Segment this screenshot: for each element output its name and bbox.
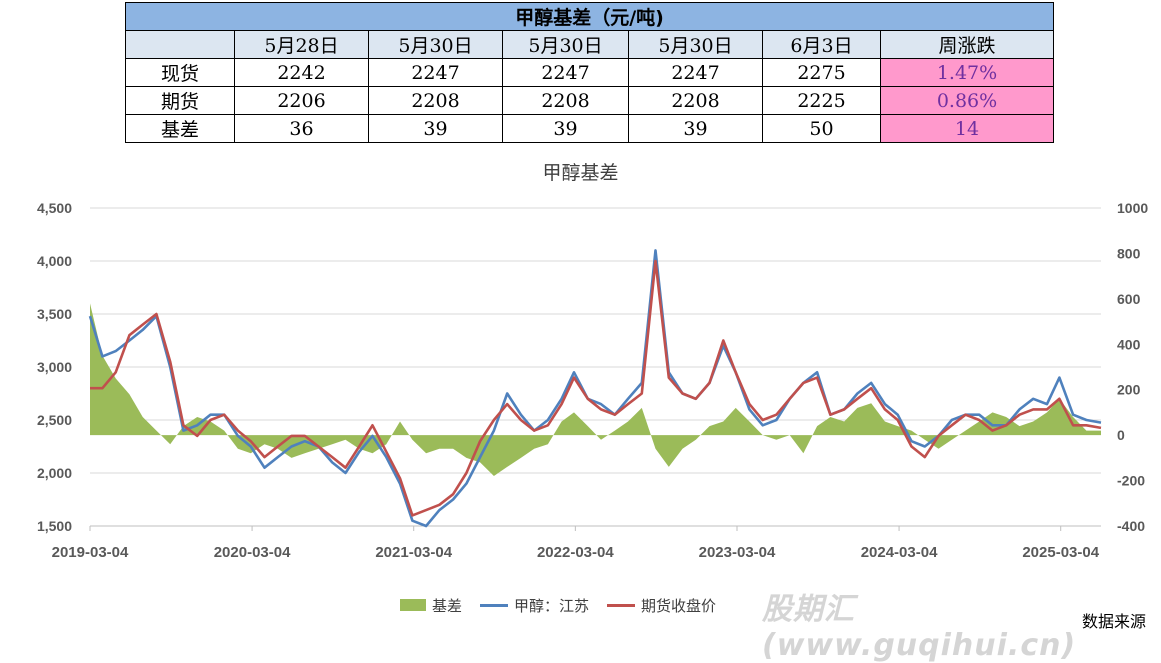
chart-title: 甲醇基差 (542, 162, 619, 184)
change-cell: 14 (880, 114, 1054, 143)
basis-table: 甲醇基差（元/吨) 5月28日 5月30日 5月30日 5月30日 6月3日 周… (125, 2, 1054, 143)
table-cell: 39 (368, 114, 503, 143)
table-cell: 2208 (368, 86, 503, 115)
legend-item-futures: 期货收盘价 (607, 595, 716, 616)
table-row: 基差 36 39 39 39 50 14 (125, 114, 1054, 143)
y-right-tick-label: 1000 (1117, 200, 1148, 216)
change-cell: 1.47% (880, 58, 1054, 87)
y-left-tick-label: 2,000 (37, 465, 72, 481)
data-source-label: 数据来源 (1082, 612, 1147, 631)
legend-swatch-spot (480, 603, 509, 607)
x-tick-label: 2023-03-04 (699, 544, 776, 561)
legend-item-basis: 基差 (400, 595, 462, 616)
table-cell: 2247 (502, 58, 629, 87)
header-cell: 周涨跌 (880, 30, 1054, 59)
chart-legend: 基差 甲醇：江苏 期货收盘价 (400, 594, 734, 616)
y-right-tick-label: 200 (1117, 382, 1141, 398)
y-left-tick-label: 4,500 (37, 200, 72, 216)
series-area-basis (90, 303, 1101, 476)
table-title: 甲醇基差（元/吨) (125, 2, 1054, 31)
series-line-spot (88, 249, 1102, 528)
y-right-tick-label: 400 (1117, 336, 1141, 352)
table-cell: 39 (502, 114, 629, 143)
y-right-tick-label: 0 (1117, 427, 1125, 443)
table-cell: 39 (628, 114, 763, 143)
x-tick-label: 2024-03-04 (861, 544, 938, 561)
table-cell: 36 (234, 114, 369, 143)
table-row: 现货 2242 2247 2247 2247 2275 1.47% (125, 58, 1054, 87)
legend-label: 基差 (432, 596, 463, 615)
legend-swatch-basis (400, 599, 426, 611)
legend-label: 期货收盘价 (641, 596, 717, 615)
table-cell: 2206 (234, 86, 369, 115)
y-right-tick-label: 600 (1117, 291, 1141, 307)
y-left-tick-label: 1,500 (37, 518, 72, 534)
x-tick-label: 2022-03-04 (537, 544, 614, 561)
row-label: 期货 (125, 86, 235, 115)
basis-chart: 1,500 2,000 2,500 3,000 3,500 4,000 4,500 -400 -… (37, 200, 1148, 561)
header-cell: 6月3日 (762, 30, 881, 59)
table-cell: 2208 (628, 86, 763, 115)
y-left-tick-label: 3,500 (37, 306, 72, 322)
table-row: 期货 2206 2208 2208 2208 2225 0.86% (125, 86, 1054, 115)
legend-swatch-futures (607, 603, 636, 607)
y-left-tick-label: 4,000 (37, 253, 72, 269)
legend-item-spot: 甲醇：江苏 (480, 595, 589, 616)
row-label: 基差 (125, 114, 235, 143)
x-tick-label: 2021-03-04 (375, 544, 452, 561)
x-tick-label: 2019-03-04 (52, 544, 129, 561)
table-header-row: 5月28日 5月30日 5月30日 5月30日 6月3日 周涨跌 (125, 30, 1054, 59)
table-cell: 2275 (762, 58, 881, 87)
y-left-tick-label: 2,500 (37, 412, 72, 428)
header-cell: 5月28日 (234, 30, 369, 59)
y-right-tick-label: -400 (1117, 518, 1145, 534)
y-left-tick-label: 3,000 (37, 359, 72, 375)
header-cell: 5月30日 (368, 30, 503, 59)
change-cell: 0.86% (880, 86, 1054, 115)
x-tick-label: 2025-03-04 (1022, 544, 1099, 561)
series-line-futures (90, 259, 1102, 517)
legend-label: 甲醇：江苏 (514, 596, 590, 615)
y-right-tick-label: -200 (1117, 473, 1145, 489)
x-tick-label: 2020-03-04 (214, 544, 291, 561)
y-right-tick-label: 800 (1117, 245, 1141, 261)
